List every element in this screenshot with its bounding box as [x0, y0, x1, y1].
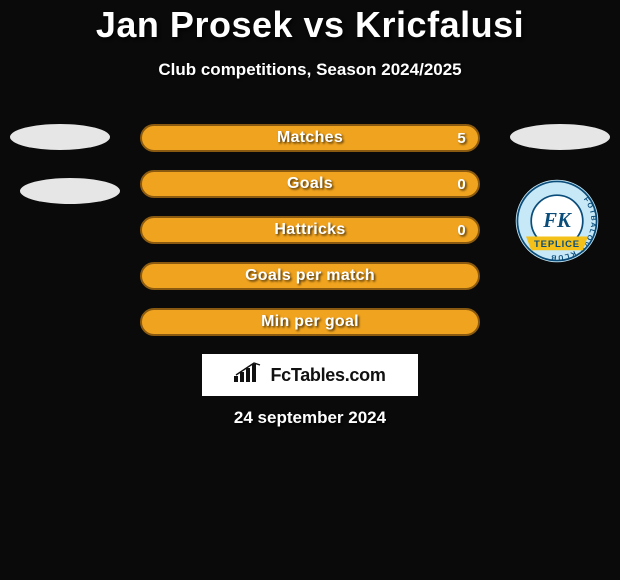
stat-right-value: 5 — [457, 130, 466, 147]
fctables-logo-box: FcTables.com — [202, 354, 418, 396]
player-left-silhouette-2 — [20, 178, 120, 204]
stat-row-hattricks: Hattricks 0 — [140, 216, 480, 244]
stat-row-matches: Matches 5 — [140, 124, 480, 152]
badge-letters: FK — [542, 210, 572, 232]
player-left-silhouette-1 — [10, 124, 110, 150]
bar-chart-icon — [234, 362, 264, 389]
badge-banner-text: TEPLICE — [534, 239, 580, 250]
stat-label: Min per goal — [261, 313, 359, 331]
page-title: Jan Prosek vs Kricfalusi — [0, 0, 620, 46]
stat-row-goals-per-match: Goals per match — [140, 262, 480, 290]
page-subtitle: Club competitions, Season 2024/2025 — [0, 60, 620, 80]
stat-label: Matches — [277, 129, 343, 147]
stat-rows: Matches 5 Goals 0 Hattricks 0 Goals per … — [140, 124, 480, 354]
stat-label: Goals per match — [245, 267, 375, 285]
stat-row-min-per-goal: Min per goal — [140, 308, 480, 336]
player-right-silhouette-1 — [510, 124, 610, 150]
footer-date: 24 september 2024 — [0, 408, 620, 428]
club-badge-svg: FOTBALOVÝ KLUB FK TEPLICE — [514, 178, 600, 264]
stat-label: Hattricks — [274, 221, 345, 239]
stat-label: Goals — [287, 175, 333, 193]
stat-right-value: 0 — [457, 222, 466, 239]
stat-right-value: 0 — [457, 176, 466, 193]
stat-row-goals: Goals 0 — [140, 170, 480, 198]
page-root: Jan Prosek vs Kricfalusi Club competitio… — [0, 0, 620, 580]
club-badge: FOTBALOVÝ KLUB FK TEPLICE — [514, 178, 600, 264]
fctables-brand-text: FcTables.com — [270, 365, 385, 386]
